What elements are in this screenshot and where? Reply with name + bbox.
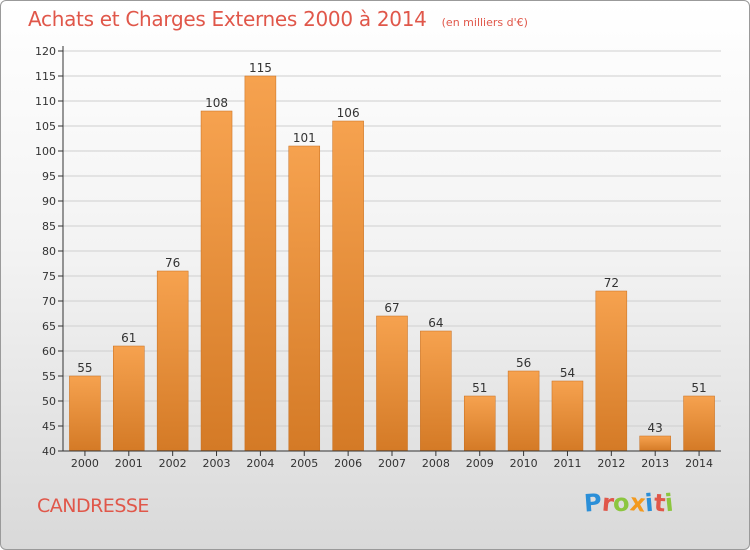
x-tick-label: 2003 <box>203 457 231 470</box>
logo-letter: P <box>583 488 603 518</box>
logo-letter: i <box>663 488 675 518</box>
bar-value-label: 106 <box>337 106 360 120</box>
bar <box>200 110 233 452</box>
bar <box>376 315 408 452</box>
y-tick-label: 50 <box>42 395 56 408</box>
bar <box>551 380 584 452</box>
bar-value-label: 43 <box>648 421 663 435</box>
y-tick-label: 45 <box>42 420 56 433</box>
bar-value-label: 67 <box>384 301 399 315</box>
bar <box>639 435 671 452</box>
bar-value-label: 64 <box>428 316 443 330</box>
y-tick-label: 60 <box>42 345 56 358</box>
y-tick-label: 75 <box>42 270 56 283</box>
bar <box>69 375 101 452</box>
bar <box>463 395 496 452</box>
x-tick-label: 2012 <box>597 457 625 470</box>
y-tick-label: 85 <box>42 220 56 233</box>
bar-value-label: 72 <box>604 276 619 290</box>
bar <box>507 370 540 452</box>
x-tick-label: 2014 <box>685 457 713 470</box>
bar-value-label: 108 <box>205 96 228 110</box>
bar <box>288 145 321 452</box>
bar-value-label: 51 <box>472 381 487 395</box>
x-tick-label: 2013 <box>641 457 669 470</box>
y-tick-label: 115 <box>35 70 56 83</box>
bar <box>156 270 189 452</box>
y-tick-label: 95 <box>42 170 56 183</box>
axes: 40 45 50 55 60 65 70 75 80 85 90 95 100 105 110 115 120 2… <box>35 45 721 470</box>
x-tick-label: 2005 <box>290 457 318 470</box>
x-tick-label: 2011 <box>553 457 581 470</box>
y-tick-label: 65 <box>42 320 56 333</box>
bar-value-label: 76 <box>165 256 180 270</box>
x-tick-label: 2004 <box>246 457 274 470</box>
y-tick-label: 120 <box>35 45 56 58</box>
y-tick-label: 80 <box>42 245 56 258</box>
y-tick-label: 110 <box>35 95 56 108</box>
bar-value-label: 51 <box>691 381 706 395</box>
x-tick-label: 2006 <box>334 457 362 470</box>
commune-name: CANDRESSE <box>37 495 149 517</box>
bar-value-label: 55 <box>77 361 92 375</box>
y-tick-label: 70 <box>42 295 56 308</box>
bar <box>683 395 715 452</box>
x-tick-label: 2010 <box>510 457 538 470</box>
bar <box>595 290 628 452</box>
y-tick-label: 100 <box>35 145 56 158</box>
chart-title: Achats et Charges Externes 2000 à 2014 <box>28 7 427 31</box>
x-tick-label: 2002 <box>159 457 187 470</box>
x-tick-label: 2007 <box>378 457 406 470</box>
x-tick-label: 2009 <box>466 457 494 470</box>
y-tick-label: 90 <box>42 195 56 208</box>
bar <box>113 345 145 452</box>
y-tick-label: 40 <box>42 445 56 458</box>
y-tick-label: 105 <box>35 120 56 133</box>
title-row: Achats et Charges Externes 2000 à 2014 (… <box>28 7 528 31</box>
x-tick-label: 2000 <box>71 457 99 470</box>
x-tick-label: 2008 <box>422 457 450 470</box>
bar-value-label: 54 <box>560 366 575 380</box>
bars: 55 61 76 108 115 101 106 67 64 51 56 54 72 43 51 <box>69 61 715 452</box>
y-tick-label: 55 <box>42 370 56 383</box>
bar-value-label: 101 <box>293 131 316 145</box>
bar-value-label: 61 <box>121 331 136 345</box>
bar-value-label: 115 <box>249 61 272 75</box>
chart-subtitle: (en milliers d'€) <box>441 16 528 29</box>
bar <box>332 120 364 452</box>
bar-value-label: 56 <box>516 356 531 370</box>
bar <box>244 75 277 452</box>
proxiti-logo: Proxiti <box>583 488 675 518</box>
bar <box>420 330 452 452</box>
x-tick-label: 2001 <box>115 457 143 470</box>
